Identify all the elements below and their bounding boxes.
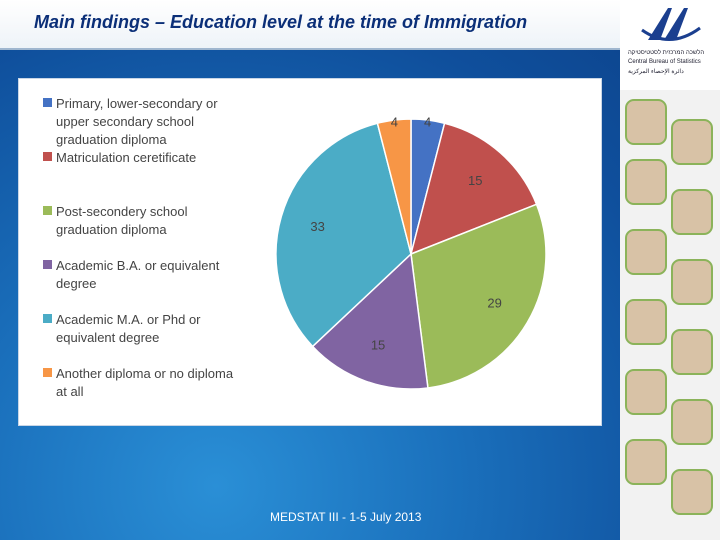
logo-arabic: دائرة الإحصاء المركزية [628,69,684,75]
legend-item: Another diploma or no diploma at all [43,365,246,401]
legend-swatch [43,314,52,323]
data-label: 4 [424,115,431,130]
slide-title: Main findings – Education level at the t… [34,12,528,32]
legend-label: Post-secondery school graduation diploma [56,204,188,237]
data-label: 4 [391,115,398,130]
right-panel: הלשכה המרכזית לסטטיסטיקה Central Bureau … [620,0,720,540]
legend-label: Matriculation ceretificate [56,150,197,165]
logo-english: Central Bureau of Statistics [628,59,701,65]
logo-hebrew: הלשכה המרכזית לסטטיסטיקה [628,50,705,56]
pie-slice [410,203,547,389]
title-bar: Main findings – Education level at the t… [0,0,620,50]
legend-item: Primary, lower-secondary or upper second… [43,95,246,149]
data-label: 15 [371,337,385,352]
legend-item: Academic B.A. or equivalent degree [43,257,246,293]
legend-label: Primary, lower-secondary or upper second… [56,96,218,147]
data-label: 29 [487,295,501,310]
legend-label: Academic B.A. or equivalent degree [56,258,220,291]
pie-chart: 4 15 29 15 33 4 [275,115,547,390]
pie-slice [275,122,412,348]
legend-swatch [43,260,52,269]
legend-item: Matriculation ceretificate [43,149,246,167]
footer-text: MEDSTAT III - 1-5 July 2013 [270,510,422,524]
cbs-logo-mark-icon [641,8,701,41]
data-label: 33 [310,219,324,234]
legend-item: Post-secondery school graduation diploma [43,203,246,239]
legend-swatch [43,206,52,215]
data-label: 15 [468,173,482,188]
legend-swatch [43,98,52,107]
legend-item: Academic M.A. or Phd or equivalent degre… [43,311,246,347]
cbs-logo: הלשכה המרכזית לסטטיסטיקה Central Bureau … [620,0,720,88]
legend-swatch [43,368,52,377]
pie-slice [311,252,429,390]
legend-label: Academic M.A. or Phd or equivalent degre… [56,312,201,345]
pie-slice [376,118,412,255]
pie-slice [409,122,538,256]
puzzle-faces-image [620,90,720,540]
chart-card: Primary, lower-secondary or upper second… [18,78,602,426]
legend-label: Another diploma or no diploma at all [56,366,234,399]
legend-swatch [43,152,52,161]
